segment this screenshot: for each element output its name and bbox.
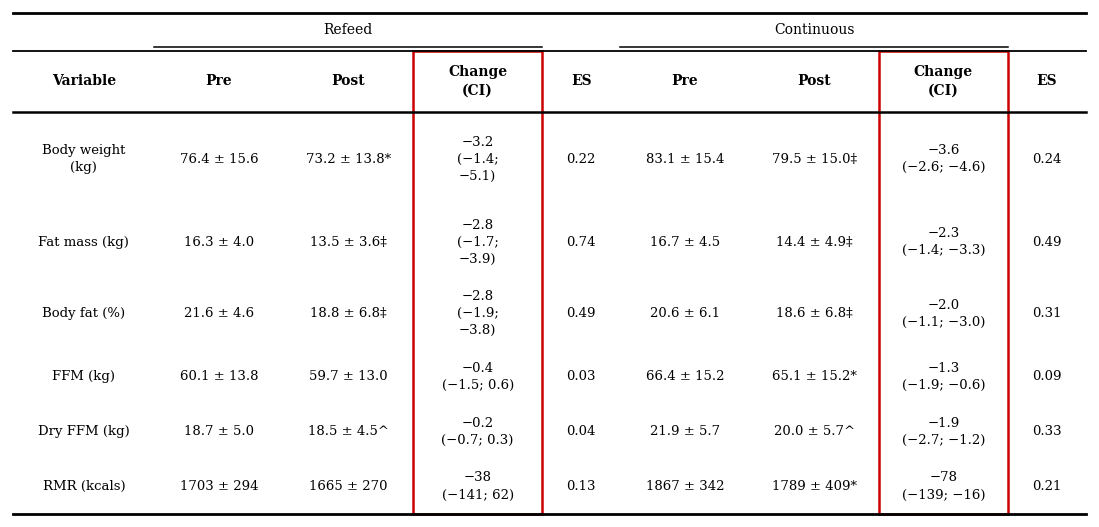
Text: 0.49: 0.49: [1032, 236, 1062, 249]
Text: 0.22: 0.22: [567, 152, 596, 165]
Text: Variable: Variable: [52, 74, 115, 89]
Text: Change
(CI): Change (CI): [448, 65, 508, 97]
Text: Change
(CI): Change (CI): [913, 65, 973, 97]
Text: 0.49: 0.49: [566, 307, 596, 320]
Text: 0.04: 0.04: [567, 425, 596, 438]
Text: −2.3
(−1.4; −3.3): −2.3 (−1.4; −3.3): [901, 227, 985, 257]
Text: Pre: Pre: [671, 74, 698, 89]
Text: 60.1 ± 13.8: 60.1 ± 13.8: [180, 370, 258, 384]
Text: 16.7 ± 4.5: 16.7 ± 4.5: [650, 236, 720, 249]
Text: 0.21: 0.21: [1032, 480, 1062, 493]
Text: 76.4 ± 15.6: 76.4 ± 15.6: [180, 152, 258, 165]
Text: Pre: Pre: [206, 74, 232, 89]
Text: 21.9 ± 5.7: 21.9 ± 5.7: [650, 425, 720, 438]
Text: 0.33: 0.33: [1032, 425, 1062, 438]
Text: 1867 ± 342: 1867 ± 342: [645, 480, 724, 493]
Text: Fat mass (kg): Fat mass (kg): [38, 236, 130, 249]
Text: Body fat (%): Body fat (%): [42, 307, 125, 320]
Text: Post: Post: [332, 74, 365, 89]
Text: −2.0
(−1.1; −3.0): −2.0 (−1.1; −3.0): [901, 299, 985, 329]
Text: RMR (kcals): RMR (kcals): [43, 480, 125, 493]
Text: FFM (kg): FFM (kg): [53, 370, 115, 384]
Text: −3.2
(−1.4;
−5.1): −3.2 (−1.4; −5.1): [457, 135, 499, 182]
Text: −78
(−139; −16): −78 (−139; −16): [901, 472, 985, 502]
Text: 0.03: 0.03: [566, 370, 596, 384]
Text: 18.6 ± 6.8‡: 18.6 ± 6.8‡: [776, 307, 853, 320]
Text: 21.6 ± 4.6: 21.6 ± 4.6: [184, 307, 254, 320]
Bar: [413, 51, 542, 514]
Text: Dry FFM (kg): Dry FFM (kg): [38, 425, 130, 438]
Text: −0.2
(−0.7; 0.3): −0.2 (−0.7; 0.3): [442, 417, 514, 447]
Text: 20.6 ± 6.1: 20.6 ± 6.1: [650, 307, 720, 320]
Text: −0.4
(−1.5; 0.6): −0.4 (−1.5; 0.6): [442, 362, 514, 392]
Text: Refeed: Refeed: [324, 23, 373, 36]
Text: −2.8
(−1.7;
−3.9): −2.8 (−1.7; −3.9): [457, 219, 499, 266]
Text: −3.6
(−2.6; −4.6): −3.6 (−2.6; −4.6): [901, 144, 985, 174]
Text: 73.2 ± 13.8*: 73.2 ± 13.8*: [306, 152, 391, 165]
Text: 0.31: 0.31: [1032, 307, 1062, 320]
Text: 0.13: 0.13: [566, 480, 596, 493]
Text: Body weight
(kg): Body weight (kg): [42, 144, 125, 174]
Text: 1789 ± 409*: 1789 ± 409*: [771, 480, 856, 493]
Text: 1665 ± 270: 1665 ± 270: [309, 480, 388, 493]
Text: −1.9
(−2.7; −1.2): −1.9 (−2.7; −1.2): [901, 417, 985, 447]
Text: 59.7 ± 13.0: 59.7 ± 13.0: [309, 370, 388, 384]
Text: 65.1 ± 15.2*: 65.1 ± 15.2*: [771, 370, 856, 384]
Text: −2.8
(−1.9;
−3.8): −2.8 (−1.9; −3.8): [457, 290, 499, 337]
Text: 0.09: 0.09: [1032, 370, 1062, 384]
Text: 13.5 ± 3.6‡: 13.5 ± 3.6‡: [310, 236, 387, 249]
Text: −1.3
(−1.9; −0.6): −1.3 (−1.9; −0.6): [901, 362, 985, 392]
Text: 20.0 ± 5.7^: 20.0 ± 5.7^: [774, 425, 855, 438]
Text: 83.1 ± 15.4: 83.1 ± 15.4: [645, 152, 724, 165]
Text: 0.74: 0.74: [566, 236, 596, 249]
Text: 18.8 ± 6.8‡: 18.8 ± 6.8‡: [310, 307, 387, 320]
Text: 1703 ± 294: 1703 ± 294: [180, 480, 258, 493]
Text: 18.7 ± 5.0: 18.7 ± 5.0: [185, 425, 254, 438]
Text: ES: ES: [570, 74, 591, 89]
Text: Continuous: Continuous: [774, 23, 854, 36]
Text: ES: ES: [1036, 74, 1057, 89]
Text: 79.5 ± 15.0‡: 79.5 ± 15.0‡: [771, 152, 856, 165]
Text: 14.4 ± 4.9‡: 14.4 ± 4.9‡: [776, 236, 853, 249]
Text: −38
(−141; 62): −38 (−141; 62): [442, 472, 513, 502]
Text: Post: Post: [797, 74, 831, 89]
Text: 0.24: 0.24: [1032, 152, 1062, 165]
Bar: [879, 51, 1008, 514]
Text: 16.3 ± 4.0: 16.3 ± 4.0: [184, 236, 254, 249]
Text: 18.5 ± 4.5^: 18.5 ± 4.5^: [308, 425, 389, 438]
Text: 66.4 ± 15.2: 66.4 ± 15.2: [645, 370, 724, 384]
